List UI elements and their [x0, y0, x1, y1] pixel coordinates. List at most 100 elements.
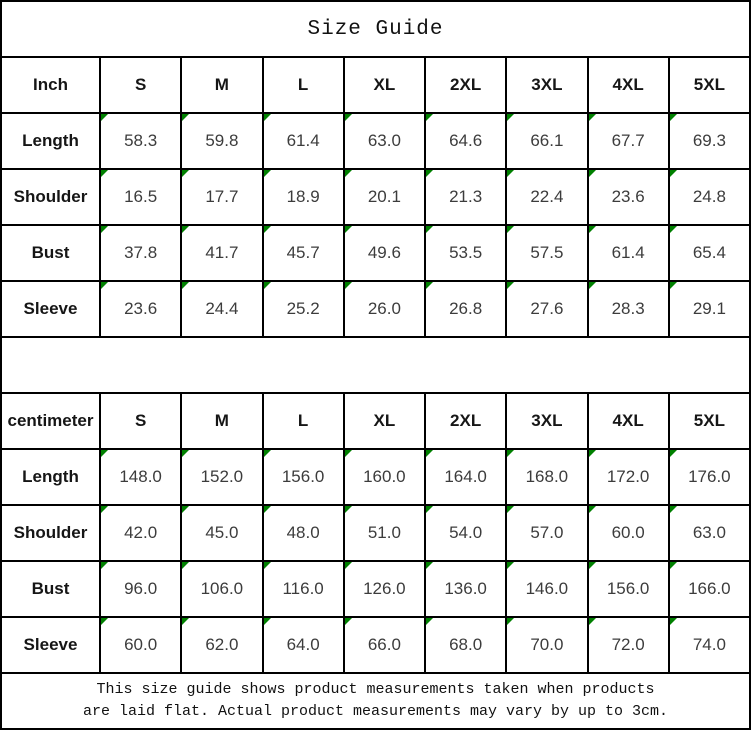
size-header: 2XL: [426, 394, 506, 448]
value-cell: 16.5: [101, 170, 181, 224]
value-cell: 59.8: [182, 114, 262, 168]
cell-corner-marker-icon: [588, 114, 596, 121]
value-cell-text: 156.0: [281, 467, 325, 486]
cell-corner-marker-icon: [507, 114, 515, 121]
size-header: S: [101, 58, 181, 112]
row-label-text: Bust: [31, 243, 70, 262]
value-cell-text: 23.6: [124, 299, 158, 318]
cell-corner-marker-icon: [182, 114, 190, 121]
value-cell-text: 26.8: [449, 299, 483, 318]
size-header-text: 4XL: [612, 411, 644, 430]
cell-corner-marker-icon: [182, 170, 190, 177]
row-label: Length: [2, 114, 99, 168]
value-cell-text: 24.8: [692, 187, 726, 206]
cell-corner-marker-icon: [263, 114, 271, 121]
size-header-text: XL: [373, 75, 396, 94]
size-header-text: S: [134, 75, 147, 94]
cell-corner-marker-icon: [507, 170, 515, 177]
cell-corner-marker-icon: [669, 450, 677, 457]
value-cell: 63.0: [344, 114, 424, 168]
value-cell: 42.0: [101, 506, 181, 560]
size-header-text: L: [297, 411, 309, 430]
value-cell-text: 61.4: [286, 131, 320, 150]
value-cell-text: 22.4: [530, 187, 564, 206]
cell-corner-marker-icon: [101, 226, 108, 233]
size-header-text: L: [297, 75, 309, 94]
cell-corner-marker-icon: [101, 618, 108, 625]
value-cell: 172.0: [588, 450, 668, 504]
table-gap-row: [2, 338, 749, 392]
size-header-text: 3XL: [531, 75, 563, 94]
size-header: 3XL: [507, 58, 587, 112]
cell-corner-marker-icon: [182, 618, 190, 625]
cell-corner-marker-icon: [344, 618, 352, 625]
value-cell-text: 152.0: [200, 467, 244, 486]
row-label: Sleeve: [2, 618, 99, 672]
cell-corner-marker-icon: [101, 450, 108, 457]
unit-header-text: centimeter: [7, 411, 94, 430]
cell-corner-marker-icon: [263, 562, 271, 569]
value-cell: 48.0: [263, 506, 343, 560]
size-header: 2XL: [426, 58, 506, 112]
cell-corner-marker-icon: [426, 170, 433, 177]
cell-corner-marker-icon: [669, 226, 677, 233]
size-header: L: [263, 58, 343, 112]
row-label: Bust: [2, 226, 99, 280]
size-header-text: 2XL: [450, 411, 482, 430]
size-header: S: [101, 394, 181, 448]
value-cell-text: 45.0: [205, 523, 239, 542]
cell-corner-marker-icon: [588, 282, 596, 289]
value-cell-text: 67.7: [611, 131, 645, 150]
value-cell: 26.0: [344, 282, 424, 336]
row-label-text: Shoulder: [13, 187, 88, 206]
value-cell: 146.0: [507, 562, 587, 616]
cell-corner-marker-icon: [588, 226, 596, 233]
value-cell-text: 16.5: [124, 187, 158, 206]
cell-corner-marker-icon: [426, 226, 433, 233]
cell-corner-marker-icon: [507, 506, 515, 513]
page-title: Size Guide: [2, 2, 749, 56]
value-cell-text: 156.0: [606, 579, 650, 598]
value-cell-text: 166.0: [688, 579, 731, 598]
value-cell-text: 18.9: [286, 187, 320, 206]
value-cell: 156.0: [588, 562, 668, 616]
value-cell: 28.3: [588, 282, 668, 336]
value-cell-text: 24.4: [205, 299, 239, 318]
cell-corner-marker-icon: [669, 170, 677, 177]
value-cell-text: 146.0: [525, 579, 569, 598]
value-cell: 68.0: [426, 618, 506, 672]
size-header: 5XL: [669, 58, 749, 112]
value-cell: 62.0: [182, 618, 262, 672]
value-cell: 106.0: [182, 562, 262, 616]
unit-header: centimeter: [2, 394, 99, 448]
value-cell: 69.3: [669, 114, 749, 168]
value-cell: 22.4: [507, 170, 587, 224]
cell-corner-marker-icon: [588, 562, 596, 569]
cell-corner-marker-icon: [344, 170, 352, 177]
row-label-text: Length: [22, 131, 79, 150]
cell-corner-marker-icon: [263, 282, 271, 289]
value-cell-text: 25.2: [286, 299, 320, 318]
value-cell: 57.0: [507, 506, 587, 560]
value-cell: 24.4: [182, 282, 262, 336]
row-label-text: Sleeve: [23, 635, 78, 654]
size-header-text: 4XL: [612, 75, 644, 94]
value-cell: 176.0: [669, 450, 749, 504]
cell-corner-marker-icon: [182, 506, 190, 513]
value-cell: 136.0: [426, 562, 506, 616]
value-cell-text: 116.0: [282, 579, 324, 598]
cell-corner-marker-icon: [263, 506, 271, 513]
value-cell: 72.0: [588, 618, 668, 672]
value-cell-text: 57.5: [530, 243, 564, 262]
value-cell: 156.0: [263, 450, 343, 504]
cell-corner-marker-icon: [344, 226, 352, 233]
value-cell: 45.7: [263, 226, 343, 280]
cell-corner-marker-icon: [344, 506, 352, 513]
value-cell: 168.0: [507, 450, 587, 504]
cell-corner-marker-icon: [507, 282, 515, 289]
value-cell: 60.0: [588, 506, 668, 560]
value-cell-text: 23.6: [611, 187, 645, 206]
value-cell: 21.3: [426, 170, 506, 224]
